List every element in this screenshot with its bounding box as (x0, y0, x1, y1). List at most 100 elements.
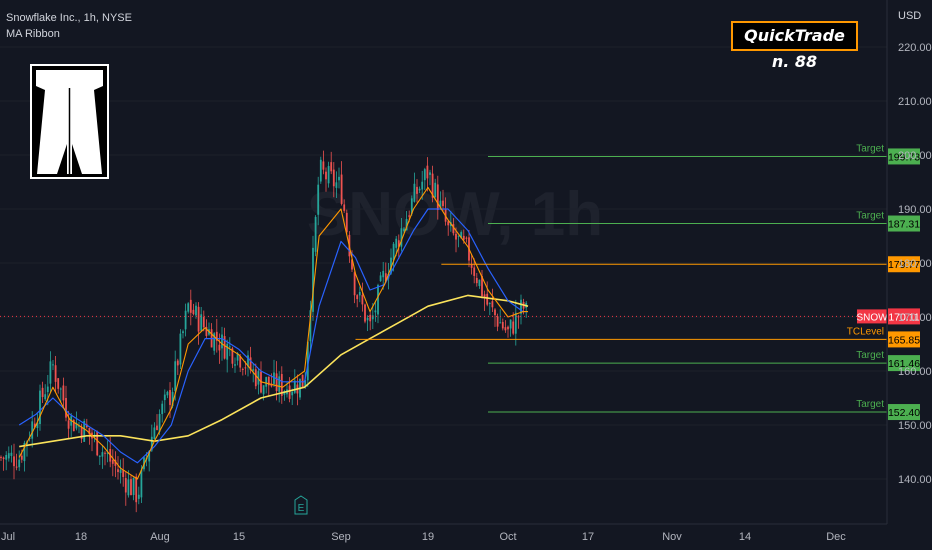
time-tick: 14 (739, 531, 751, 543)
candle-body (496, 316, 499, 327)
candle-body (15, 466, 18, 468)
candle-body (148, 450, 151, 462)
candle-body (434, 182, 437, 198)
candle-body (457, 235, 460, 237)
candle-body (447, 221, 450, 226)
level-price-value: 199.73 (888, 151, 920, 163)
candle-body (278, 376, 281, 392)
price-tick: 160.00 (898, 366, 932, 378)
candle-body (228, 346, 231, 348)
candle-body (335, 182, 338, 188)
price-tick: 220.00 (898, 42, 932, 54)
candle-body (150, 436, 153, 451)
candle-body (31, 421, 34, 439)
level-price-tag (888, 404, 920, 421)
level-price-tag (888, 148, 920, 165)
candle-body (338, 176, 340, 181)
candle-body (499, 322, 502, 324)
time-tick: Nov (662, 531, 682, 543)
candle-body (197, 306, 200, 332)
candle-body (236, 353, 239, 361)
candle-body (431, 173, 434, 198)
ma-ribbon (18, 186, 529, 480)
candle-body (501, 321, 504, 329)
candle-body (319, 159, 322, 182)
candle-body (408, 215, 411, 217)
candle-body (67, 420, 70, 429)
candle-body (241, 368, 244, 370)
svg-text:E: E (298, 503, 305, 514)
candle-body (520, 299, 522, 314)
candle-body (270, 383, 273, 387)
candle-body (223, 336, 226, 359)
logo (30, 64, 109, 179)
candle-body (231, 348, 234, 364)
candle-body (46, 386, 49, 393)
candle-body (179, 333, 182, 365)
candle-body (462, 235, 465, 240)
candle-body (75, 422, 78, 429)
candle-body (405, 218, 408, 231)
candle-body (49, 361, 52, 384)
earnings-icon[interactable]: E (294, 495, 308, 515)
candle-body (36, 422, 39, 429)
level-price-tag (888, 256, 920, 273)
level-label: Target (856, 143, 884, 154)
candle-body (83, 420, 86, 442)
candle-body (98, 455, 101, 457)
price-axis: 140.00 150.00 160.00 170.00 180.00 190.00 200.… (898, 42, 932, 486)
candle-body (169, 390, 171, 405)
candle-body (176, 360, 179, 366)
candle-body (7, 453, 10, 459)
candle-body (218, 344, 221, 351)
candle-body (390, 257, 392, 274)
candle-body (364, 304, 366, 322)
candle-body (122, 470, 125, 477)
candle-body (189, 299, 192, 313)
time-tick: Aug (150, 531, 170, 543)
candle-body (473, 267, 476, 276)
symbol-title[interactable]: Snowflake Inc., 1h, NYSE (6, 12, 132, 24)
candle-body (509, 319, 512, 329)
candle-body (475, 277, 478, 284)
candle-body (442, 200, 444, 207)
candle-body (288, 385, 291, 399)
candle-body (397, 240, 400, 247)
candle-body (426, 165, 429, 179)
candle-body (273, 372, 275, 384)
candle-body (215, 331, 218, 341)
candle-body (54, 365, 57, 382)
level-price-value: 152.40 (888, 407, 920, 419)
level-price-value: 165.85 (888, 334, 920, 346)
candle-body (247, 355, 249, 367)
candle-body (369, 314, 372, 322)
candle-body (171, 391, 174, 407)
candle-body (65, 397, 67, 418)
symbol-watermark: SNOW, 1h (307, 180, 603, 249)
price-axis-currency: USD (898, 10, 921, 22)
levels: SNOW 170.11 Target 199.73 Target 187.31 179.77… (0, 143, 920, 421)
candle-body (353, 272, 356, 296)
candle-body (205, 326, 208, 336)
candle-body (57, 378, 60, 389)
candle-body (117, 469, 119, 473)
level-price-value: 179.77 (888, 259, 920, 271)
level-price-value: 187.31 (888, 219, 920, 231)
indicator-label[interactable]: MA Ribbon (6, 28, 60, 40)
candle-body (439, 200, 442, 209)
candle-body (421, 181, 424, 190)
time-axis: Jul 18 Aug 15 Sep 19 Oct 17 Nov 14 Dec (1, 531, 846, 543)
candle-body (254, 369, 257, 387)
candle-body (483, 294, 486, 298)
time-tick: Jul (1, 531, 15, 543)
candle-body (332, 169, 335, 187)
price-tick: 170.00 (898, 312, 932, 324)
candle-body (88, 427, 91, 435)
last-price-label (888, 308, 920, 325)
candle-body (72, 419, 75, 432)
candle-body (267, 376, 270, 386)
candle-body (478, 279, 481, 287)
candle-body (345, 212, 348, 233)
candle-body (366, 317, 369, 321)
